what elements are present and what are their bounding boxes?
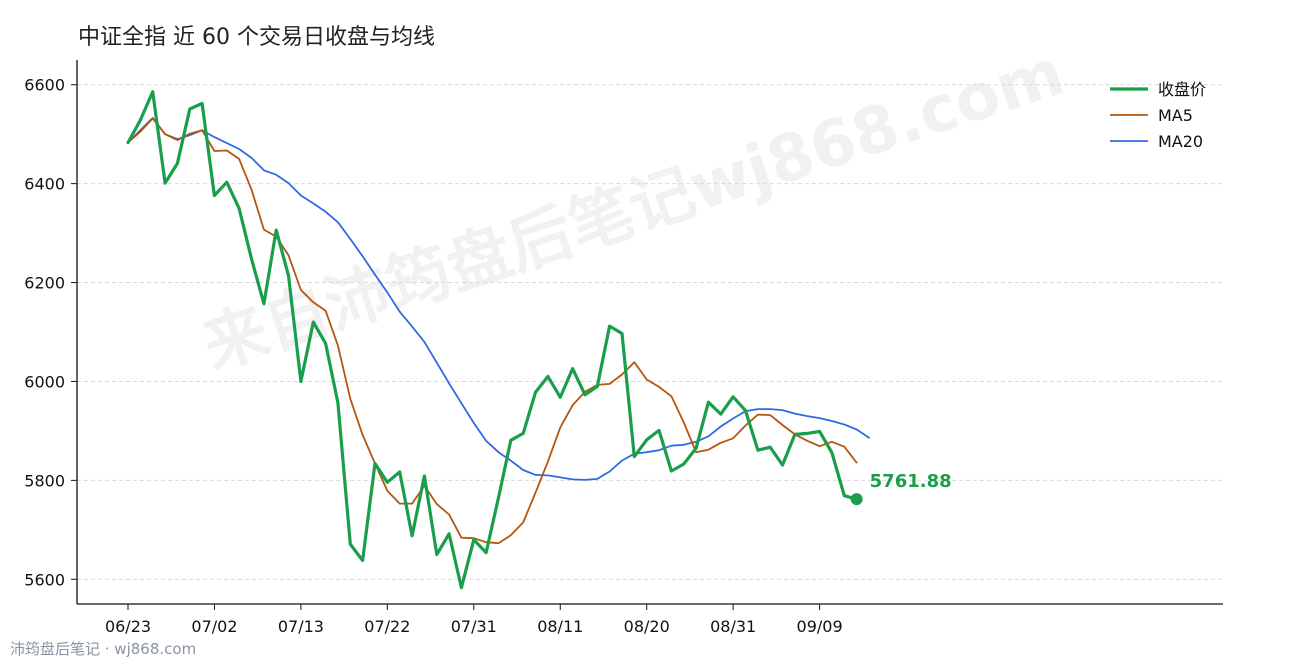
last-close-dot (850, 493, 863, 506)
y-tick-label: 6200 (24, 274, 65, 293)
x-tick-label: 08/11 (537, 617, 583, 636)
legend-label: MA5 (1158, 106, 1193, 125)
x-tick-label: 06/23 (105, 617, 151, 636)
y-tick-label: 5600 (24, 570, 65, 589)
legend: 收盘价 MA5 MA20 (1110, 80, 1206, 151)
x-tick-label: 07/22 (364, 617, 410, 636)
chart-title: 中证全指 近 60 个交易日收盘与均线 (78, 25, 435, 50)
x-tick-label: 07/31 (451, 617, 497, 636)
y-tick-label: 6000 (24, 372, 65, 391)
legend-label: MA20 (1158, 132, 1203, 151)
y-tick-label: 5800 (24, 471, 65, 490)
x-tick-label: 08/20 (624, 617, 670, 636)
x-tick-label: 07/13 (278, 617, 324, 636)
x-tick-label: 09/09 (797, 617, 843, 636)
axes: 5600 5800 6000 6200 6400 6600 06/23 07/02 07/13 0… (24, 60, 1223, 636)
x-tick-label: 08/31 (710, 617, 756, 636)
y-tick-label: 6600 (24, 76, 65, 95)
series-close-line (126, 90, 859, 590)
x-tick-label: 07/02 (191, 617, 237, 636)
last-close-label: 5761.88 (870, 471, 952, 492)
series-ma5-line (127, 117, 858, 545)
series-lines: 5761.88 (126, 90, 952, 590)
y-tick-label: 6400 (24, 175, 65, 194)
watermark-text: 来自沛筠盘后笔记wj868.com (194, 36, 1072, 384)
legend-label: 收盘价 (1158, 80, 1206, 99)
watermark-footer: 沛筠盘后笔记 · wj868.com (10, 640, 196, 658)
